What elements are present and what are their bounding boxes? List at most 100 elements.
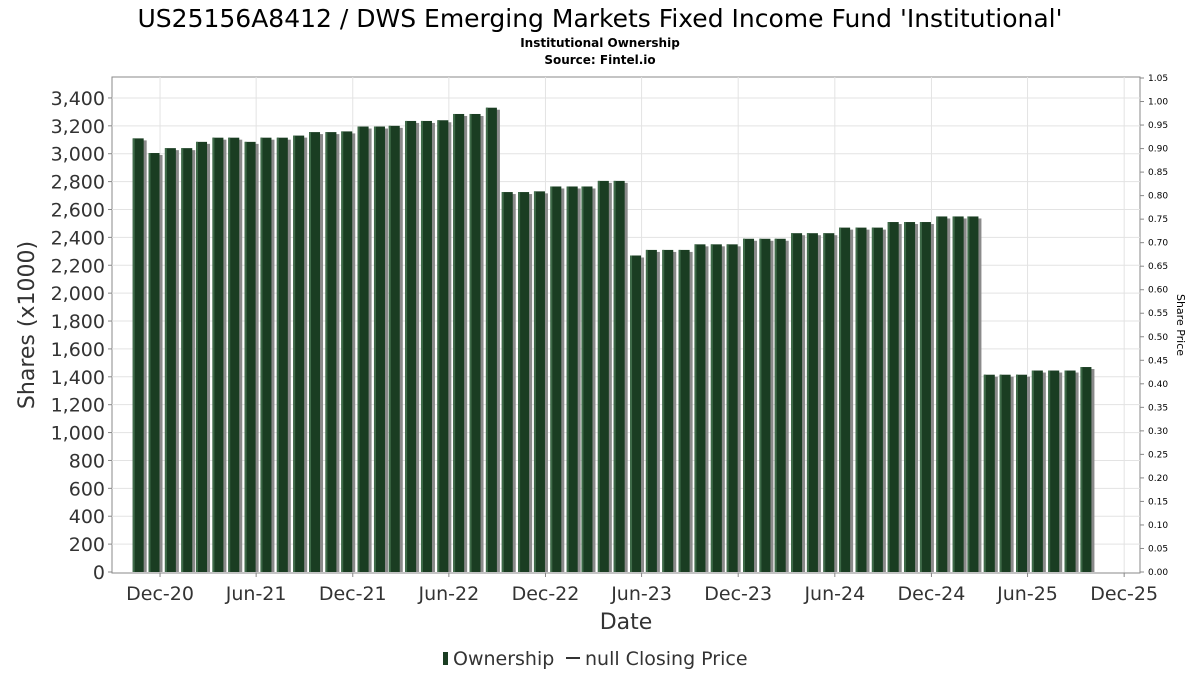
y2-tick-label: 0.90	[1148, 145, 1168, 155]
bar-highlight	[388, 125, 391, 572]
bar	[293, 135, 305, 573]
bar-group	[1031, 370, 1046, 572]
bar	[759, 238, 771, 572]
bar-highlight	[694, 244, 697, 573]
y-tick-label: 200	[69, 534, 105, 556]
bar	[1031, 370, 1043, 572]
bar-group	[710, 244, 725, 573]
bar	[276, 137, 288, 572]
legend: Ownership null Closing Price	[443, 648, 748, 670]
y2-tick-label: 0.60	[1148, 286, 1168, 296]
y-tick-label: 1,600	[51, 339, 105, 361]
y2-tick-label: 0.70	[1148, 239, 1168, 249]
bar	[710, 244, 722, 573]
y-tick-label: 1,400	[51, 367, 105, 389]
y2-tick-label: 1.05	[1148, 74, 1168, 84]
bar-highlight	[550, 186, 553, 573]
bar-group	[581, 186, 596, 573]
bar-highlight	[469, 113, 472, 572]
bar-highlight	[904, 222, 907, 572]
y2-tick-label: 0.15	[1148, 497, 1168, 507]
bar-group	[613, 180, 628, 572]
bar	[325, 132, 337, 573]
bar-group	[936, 216, 951, 572]
bar-highlight	[405, 120, 408, 572]
y2-axis-label: Share Price	[1174, 294, 1187, 356]
bar-group	[919, 222, 934, 572]
bar	[645, 249, 657, 573]
y2-tick-label: 0.85	[1148, 168, 1168, 178]
bar	[743, 238, 755, 572]
bar-highlight	[485, 107, 488, 573]
bar	[597, 180, 609, 572]
x-tick-label: Jun-22	[417, 583, 479, 605]
bar	[357, 126, 369, 573]
y2-tick-label: 0.95	[1148, 121, 1168, 131]
bar-group	[952, 216, 967, 572]
chart-subtitle: Institutional Ownership	[520, 36, 680, 50]
bar	[228, 137, 240, 572]
chart-source: Source: Fintel.io	[544, 53, 655, 67]
y2-tick-label: 0.80	[1148, 192, 1168, 202]
bar-highlight	[309, 132, 312, 573]
bar-highlight	[293, 135, 296, 573]
bar-group	[420, 120, 435, 572]
bar-group	[662, 249, 677, 573]
bar-group	[967, 216, 982, 572]
bar-group	[743, 238, 758, 572]
bar-highlight	[437, 120, 440, 572]
y2-tick-label: 0.30	[1148, 427, 1168, 437]
y2-tick-label: 0.65	[1148, 262, 1168, 272]
bar	[260, 137, 272, 572]
bar	[871, 227, 883, 572]
y2-tick-label: 0.20	[1148, 474, 1168, 484]
bar-highlight	[164, 148, 167, 572]
bar-highlight	[341, 131, 344, 573]
bar	[887, 222, 899, 572]
y2-tick-label: 0.50	[1148, 333, 1168, 343]
bar-highlight	[791, 233, 794, 572]
bar-highlight	[148, 153, 151, 572]
bar-group	[904, 222, 919, 572]
bar-highlight	[453, 113, 456, 572]
bar-group	[999, 374, 1014, 572]
bar-highlight	[726, 244, 729, 573]
bar-group	[871, 227, 886, 572]
y2-tick-label: 0.75	[1148, 215, 1168, 225]
bar	[999, 374, 1011, 572]
bar-highlight	[325, 132, 328, 573]
bar-highlight	[1031, 370, 1034, 572]
x-axis: Dec-20 Jun-21 Dec-21 Jun-22 Dec-22 Jun-23 Dec-…	[112, 572, 1158, 605]
bar-group	[437, 120, 452, 572]
bar-group	[533, 191, 548, 573]
bar-highlight	[823, 233, 826, 572]
bar-group	[212, 137, 227, 572]
y2-tick-label: 0.10	[1148, 521, 1168, 531]
bar-highlight	[581, 186, 584, 573]
y-tick-label: 600	[69, 478, 105, 500]
bar	[967, 216, 979, 572]
bar-group	[726, 244, 741, 573]
bar	[550, 186, 562, 573]
bar	[196, 141, 208, 572]
bar	[181, 148, 193, 572]
bar-group	[357, 126, 372, 573]
bar-group	[148, 153, 163, 572]
bar-group	[260, 137, 275, 572]
bar	[774, 238, 786, 572]
bar-highlight	[806, 233, 809, 572]
bar	[453, 113, 465, 572]
bar	[566, 186, 578, 573]
bar-highlight	[212, 137, 215, 572]
bar-highlight	[662, 249, 665, 573]
bar	[936, 216, 948, 572]
y2-tick-label: 1.00	[1148, 98, 1168, 108]
bar-highlight	[196, 141, 199, 572]
ownership-bars	[132, 107, 1095, 573]
bar	[244, 141, 256, 572]
bar-group	[293, 135, 308, 573]
bar-group	[196, 141, 211, 572]
y-tick-label: 2,200	[51, 255, 105, 277]
bar-group	[1016, 374, 1031, 572]
